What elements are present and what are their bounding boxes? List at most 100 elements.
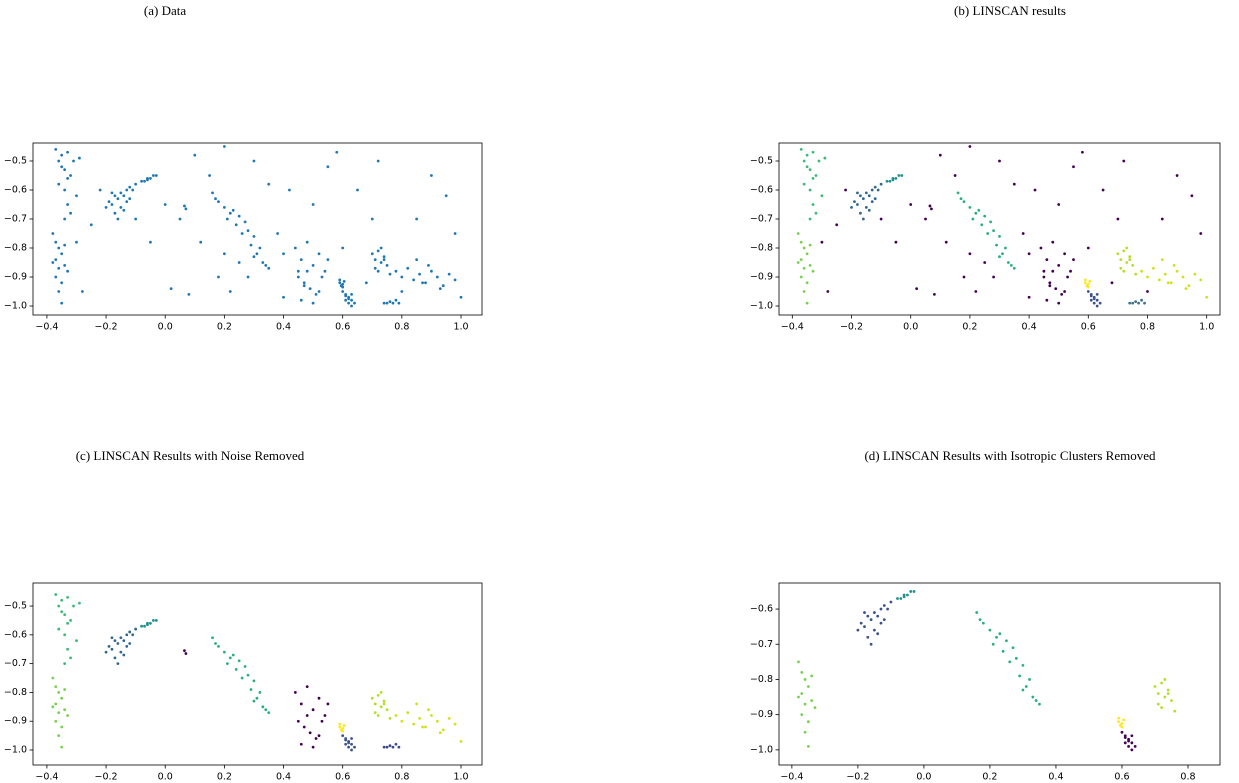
y-tick-label: −0.5 (750, 155, 773, 166)
point (924, 217, 927, 221)
point (962, 200, 966, 203)
point (252, 255, 256, 259)
point (1001, 252, 1004, 256)
point (870, 188, 874, 192)
point (237, 214, 241, 218)
point (63, 613, 67, 617)
point (435, 719, 439, 723)
point (388, 300, 392, 304)
point (302, 284, 306, 288)
point (63, 264, 67, 267)
point (1027, 295, 1031, 299)
point (311, 264, 315, 267)
point (356, 188, 359, 192)
point (376, 693, 380, 697)
point (63, 217, 67, 221)
point (995, 243, 998, 247)
point (1123, 736, 1127, 739)
point (299, 742, 303, 746)
point (388, 272, 392, 276)
point (261, 705, 265, 709)
point (134, 627, 138, 631)
point (107, 644, 111, 648)
point (237, 659, 241, 663)
point (350, 293, 353, 296)
point (60, 153, 64, 157)
point (906, 593, 909, 597)
x-tick-label: −0.4 (780, 772, 803, 783)
point (302, 725, 306, 729)
point (258, 246, 262, 250)
point (1166, 281, 1170, 285)
point (998, 632, 1002, 636)
point (856, 203, 859, 206)
point (249, 243, 253, 247)
x-tick-label: 0.0 (903, 322, 918, 333)
point (69, 174, 72, 177)
point (60, 598, 64, 602)
point (1051, 269, 1055, 273)
point (60, 252, 64, 256)
point (69, 211, 72, 215)
point (370, 696, 374, 700)
point (151, 619, 155, 622)
point (388, 716, 392, 720)
subplot-title: (d) LINSCAN Results with Isotropic Clust… (864, 448, 1156, 463)
point (217, 200, 220, 203)
point (447, 716, 451, 720)
point (856, 628, 860, 632)
point (1116, 252, 1120, 256)
point (1069, 269, 1072, 273)
point (900, 174, 904, 177)
point (974, 290, 978, 293)
point (143, 179, 146, 183)
point (427, 708, 430, 712)
point (1021, 232, 1025, 235)
x-tick-label: 0.4 (1022, 322, 1037, 333)
x-tick-label: 0.4 (276, 322, 291, 333)
point (122, 194, 126, 198)
point (415, 702, 419, 706)
point (835, 223, 839, 227)
point (1133, 744, 1137, 748)
point (876, 632, 880, 636)
point (444, 194, 448, 198)
point (373, 258, 377, 262)
x-tick-label: 0.6 (335, 772, 350, 783)
point (267, 711, 271, 714)
point (1048, 284, 1052, 288)
point (326, 165, 330, 169)
x-tick-label: 0.8 (1180, 772, 1195, 783)
point (894, 176, 898, 180)
point (163, 203, 167, 206)
point (75, 194, 78, 198)
point (60, 745, 64, 749)
point (806, 744, 810, 748)
point (89, 223, 93, 227)
point (1042, 269, 1046, 273)
point (802, 182, 806, 186)
point (896, 597, 899, 600)
point (930, 207, 933, 211)
point (228, 656, 232, 660)
point (1039, 246, 1043, 250)
point (1095, 293, 1099, 296)
point (1160, 681, 1163, 685)
point (1181, 275, 1185, 279)
point (391, 745, 395, 749)
point (379, 246, 383, 250)
point (54, 593, 58, 596)
point (1157, 278, 1161, 282)
point (350, 298, 353, 302)
point (1120, 722, 1124, 725)
point (113, 194, 117, 198)
point (54, 685, 58, 689)
point (859, 621, 863, 625)
point (802, 266, 806, 270)
point (424, 725, 427, 729)
point (891, 178, 895, 182)
point (397, 301, 401, 305)
point (1140, 269, 1143, 273)
point (128, 630, 132, 634)
point (1160, 258, 1164, 262)
